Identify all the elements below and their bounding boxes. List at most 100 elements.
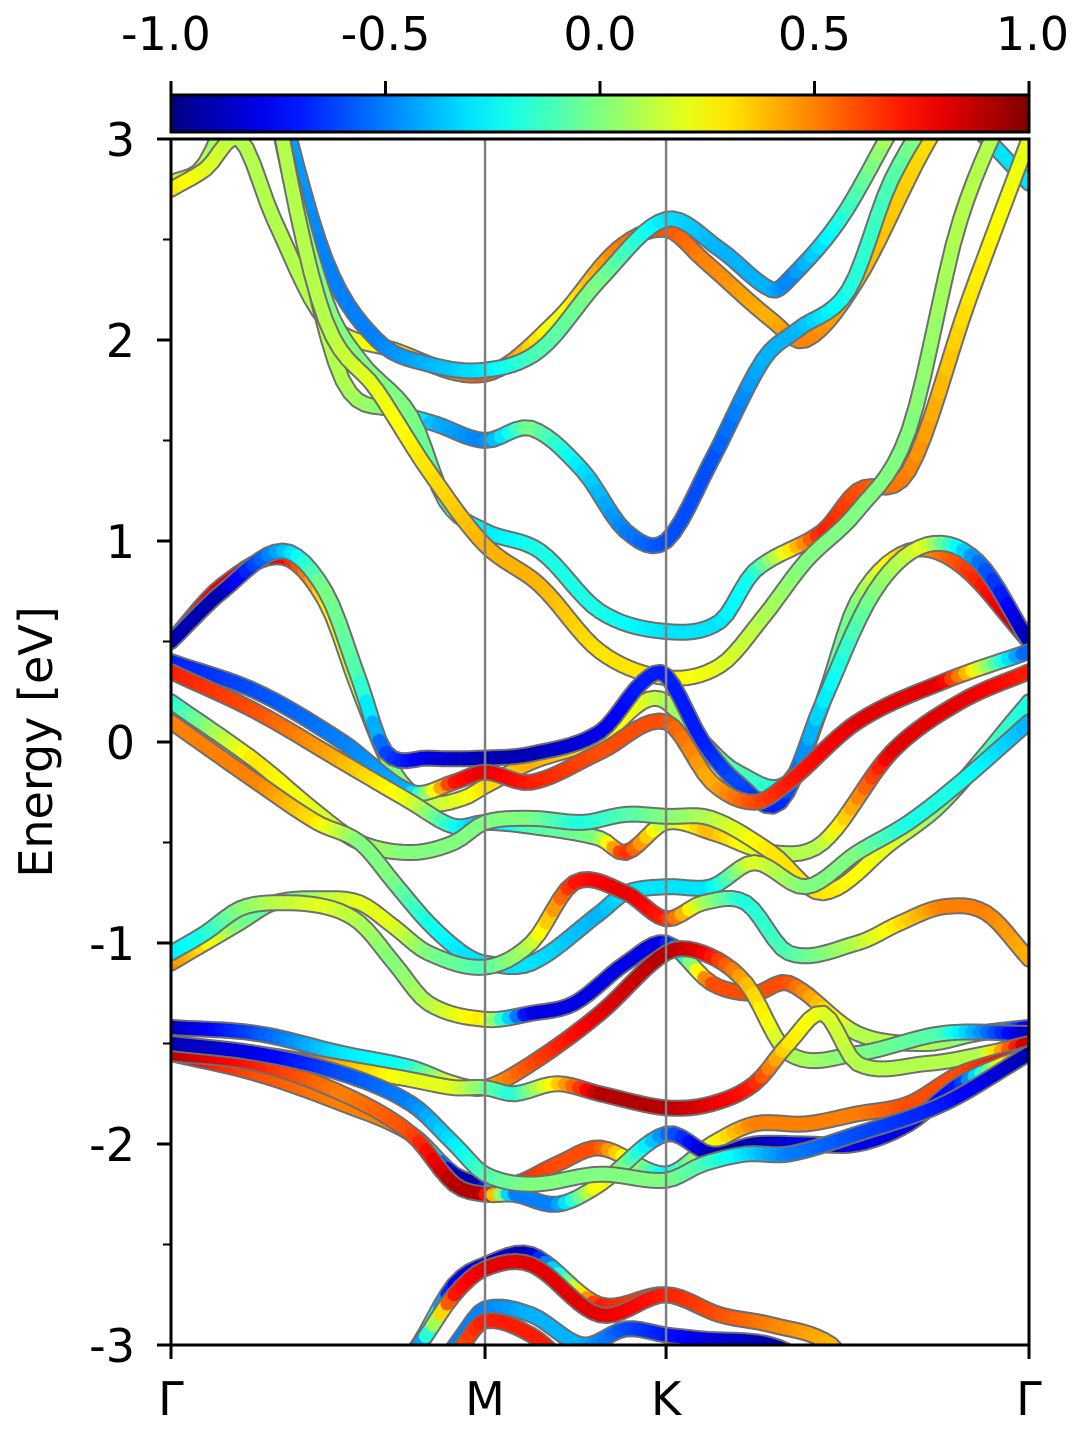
band-segment xyxy=(783,1344,790,1345)
band-segment xyxy=(397,1362,404,1368)
band-segment xyxy=(397,1362,404,1368)
y-tick-label: 2 xyxy=(106,314,135,368)
band-segment xyxy=(383,1372,390,1376)
band-segment xyxy=(270,54,276,100)
band-segment xyxy=(979,83,986,87)
band-segment xyxy=(552,1352,559,1359)
bands-layer xyxy=(171,0,1029,1386)
band-19 xyxy=(171,1035,1029,1193)
band-segment xyxy=(802,1359,810,1363)
band-segment xyxy=(390,1367,397,1372)
band-segment xyxy=(904,16,911,40)
band-segment xyxy=(845,1362,852,1374)
y-tick-label: 1 xyxy=(106,515,135,569)
band-segment xyxy=(428,1375,435,1385)
band-segment xyxy=(965,2,972,11)
y-axis-title: Energy [eV] xyxy=(9,606,63,877)
band-segment xyxy=(1015,74,1022,89)
band-segment xyxy=(240,58,247,79)
band-segment xyxy=(972,63,979,70)
band-segment xyxy=(986,50,993,56)
band-segment xyxy=(437,1375,443,1385)
band-segment xyxy=(404,1355,411,1362)
x-tick-label: Γ xyxy=(1016,1372,1042,1426)
band-segment xyxy=(390,1368,397,1373)
band-segment xyxy=(263,5,270,54)
band-segment xyxy=(262,0,269,11)
x-tick-label: Γ xyxy=(158,1372,184,1426)
band-segment xyxy=(845,1362,852,1374)
band-segment xyxy=(914,75,921,89)
colorbar-ticks: -1.0 -0.5 0.0 0.5 1.0 xyxy=(121,7,1069,95)
colorbar-tick-label: -1.0 xyxy=(121,7,211,61)
band-segment xyxy=(1015,63,1022,67)
band-segment xyxy=(411,1340,425,1345)
colorbar-gradient xyxy=(171,95,1029,132)
band-segment xyxy=(1000,71,1007,75)
band-segment xyxy=(851,1383,857,1385)
band-segment xyxy=(368,1381,375,1386)
band-segment xyxy=(832,1375,838,1378)
y-tick-label: 0 xyxy=(106,716,135,770)
band-21 xyxy=(368,1253,852,1386)
band-segment xyxy=(979,56,986,62)
band-segment xyxy=(376,1377,383,1381)
band-segment xyxy=(929,49,936,61)
band-7 xyxy=(171,540,1029,813)
band-outline xyxy=(171,534,1029,815)
band-segment xyxy=(368,1381,375,1386)
band-segment xyxy=(257,0,263,20)
band-segment xyxy=(260,24,267,52)
band-15 xyxy=(171,940,1029,1098)
band-segment xyxy=(559,1358,566,1365)
colorbar-tick-label: 0.5 xyxy=(778,7,851,61)
colorbar: -1.0 -0.5 0.0 0.5 1.0 xyxy=(121,7,1069,134)
band-segment xyxy=(264,52,271,87)
band-23 xyxy=(437,1312,578,1385)
band-segment xyxy=(404,1355,411,1362)
band-segment xyxy=(1008,68,1015,72)
band-segment xyxy=(824,1371,832,1375)
colorbar-tick-label: -0.5 xyxy=(341,7,431,61)
band-segment xyxy=(845,1380,852,1382)
band-segment xyxy=(794,1355,802,1359)
band-segment xyxy=(919,62,926,79)
band-segment xyxy=(851,1374,857,1385)
band-segment xyxy=(443,1364,450,1375)
band-segment xyxy=(450,1354,456,1364)
band-segment xyxy=(972,87,979,92)
band-segment xyxy=(574,1375,578,1380)
band-segment xyxy=(936,39,943,50)
band-segment xyxy=(257,0,263,5)
band-segment xyxy=(809,1363,817,1367)
band-segment xyxy=(926,79,933,91)
band-segment xyxy=(263,20,270,63)
band-segment xyxy=(838,1378,844,1381)
band-segment xyxy=(950,20,957,29)
band-segment xyxy=(950,83,957,91)
band-segment xyxy=(958,11,965,20)
high-symmetry-lines xyxy=(483,139,668,1345)
x-tick-label: M xyxy=(465,1372,505,1426)
band-13 xyxy=(171,871,1029,976)
y-tick-label: 3 xyxy=(106,113,135,167)
band-segment xyxy=(254,11,261,35)
band-14 xyxy=(171,894,1029,1052)
band-segment xyxy=(817,1367,825,1371)
band-segment xyxy=(921,62,928,75)
band-segment xyxy=(986,79,993,83)
band-segment xyxy=(965,69,972,76)
colorbar-tick-label: 0.0 xyxy=(563,7,636,61)
y-tick-label: -3 xyxy=(89,1319,135,1373)
band-segment xyxy=(958,76,965,83)
colorbar-tick-label: 1.0 xyxy=(996,7,1069,61)
y-tick-label: -1 xyxy=(89,917,135,971)
band-segment xyxy=(247,35,254,58)
band-segment xyxy=(943,29,950,39)
band-segment xyxy=(383,1373,390,1377)
plot-area: 3 2 1 0 -1 -2 -3 Γ M K Γ Energy [eV] xyxy=(9,0,1042,1426)
band-segment xyxy=(442,1355,449,1365)
y-axis: 3 2 1 0 -1 -2 -3 xyxy=(89,113,171,1373)
